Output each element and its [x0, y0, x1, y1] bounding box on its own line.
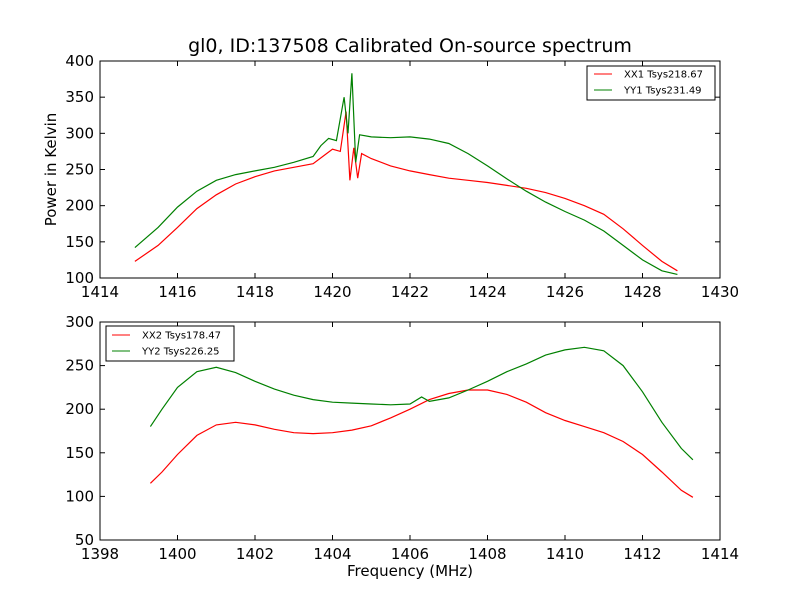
chart-title: gl0, ID:137508 Calibrated On-source spec…: [188, 35, 632, 57]
top-plot: gl0, ID:137508 Calibrated On-source spec…: [42, 35, 739, 301]
top-y-tick-label: 200: [65, 197, 94, 215]
bottom-x-tick-label: 1406: [391, 545, 429, 563]
bottom-x-tick-label: 1408: [468, 545, 506, 563]
bottom-plot: 1398 1400 1402 1404 1406 1408 1410 1412 1414 50 10…: [65, 313, 739, 580]
top-x-tick-label: 1426: [546, 283, 584, 301]
bottom-series-green-line: [149, 346, 694, 461]
top-x-tick-label: 1414: [81, 283, 119, 301]
top-x-tick-label: 1416: [158, 283, 196, 301]
bottom-x-tick-label: 1412: [623, 545, 661, 563]
top-y-tick-label: 400: [65, 52, 94, 70]
bottom-y-tick-label: 150: [65, 444, 94, 462]
bottom-y-tick-label: 250: [65, 357, 94, 375]
top-series-red-line: [134, 111, 678, 272]
y-axis-label: Power in Kelvin: [42, 113, 60, 227]
top-y-tick-label: 300: [65, 124, 94, 142]
top-x-tick-label: 1428: [623, 283, 661, 301]
bottom-y-tick-label: 50: [75, 531, 94, 549]
legend-label-yy2: YY2 Tsys226.25: [141, 347, 220, 358]
bottom-x-tick-label: 1398: [81, 545, 119, 563]
top-x-tick-label: 1430: [701, 283, 739, 301]
top-y-tick-label: 250: [65, 161, 94, 179]
bottom-legend-box: [105, 325, 235, 362]
bottom-x-tick-label: 1400: [158, 545, 196, 563]
top-y-tick-label: 350: [65, 88, 94, 106]
legend-label-xx2: XX2 Tsys178.47: [142, 331, 221, 342]
top-x-tick-label: 1422: [391, 283, 429, 301]
top-x-tick-label: 1424: [468, 283, 506, 301]
legend-label-xx1: XX1 Tsys218.67: [624, 70, 703, 81]
bottom-plot-series: [149, 346, 694, 498]
bottom-x-tick-label: 1404: [313, 545, 351, 563]
bottom-y-tick-label: 100: [65, 487, 94, 505]
top-plot-series: [134, 73, 678, 275]
bottom-x-tick-label: 1414: [701, 545, 739, 563]
x-axis-label: Frequency (MHz): [347, 562, 473, 580]
bottom-x-tick-label: 1402: [236, 545, 274, 563]
top-x-tick-label: 1420: [313, 283, 351, 301]
bottom-x-tick-label: 1410: [546, 545, 584, 563]
top-plot-ticks: 1414 1416 1418 1420 1422 1424 1426 1428 1430 100 1…: [65, 52, 739, 301]
bottom-y-tick-label: 200: [65, 400, 94, 418]
bottom-series-red-line: [149, 389, 694, 498]
legend-label-yy1: YY1 Tsys231.49: [623, 86, 702, 97]
top-x-tick-label: 1418: [236, 283, 274, 301]
top-legend-box: [586, 65, 716, 101]
bottom-y-tick-label: 300: [65, 313, 94, 331]
bottom-legend: XX2 Tsys178.47 YY2 Tsys226.25: [105, 325, 235, 362]
top-y-tick-label: 100: [65, 269, 94, 287]
top-y-tick-label: 150: [65, 233, 94, 251]
bottom-plot-ticks: 1398 1400 1402 1404 1406 1408 1410 1412 1414 50 10…: [65, 313, 739, 563]
top-legend: XX1 Tsys218.67 YY1 Tsys231.49: [586, 65, 716, 101]
top-series-green-line: [134, 73, 678, 275]
